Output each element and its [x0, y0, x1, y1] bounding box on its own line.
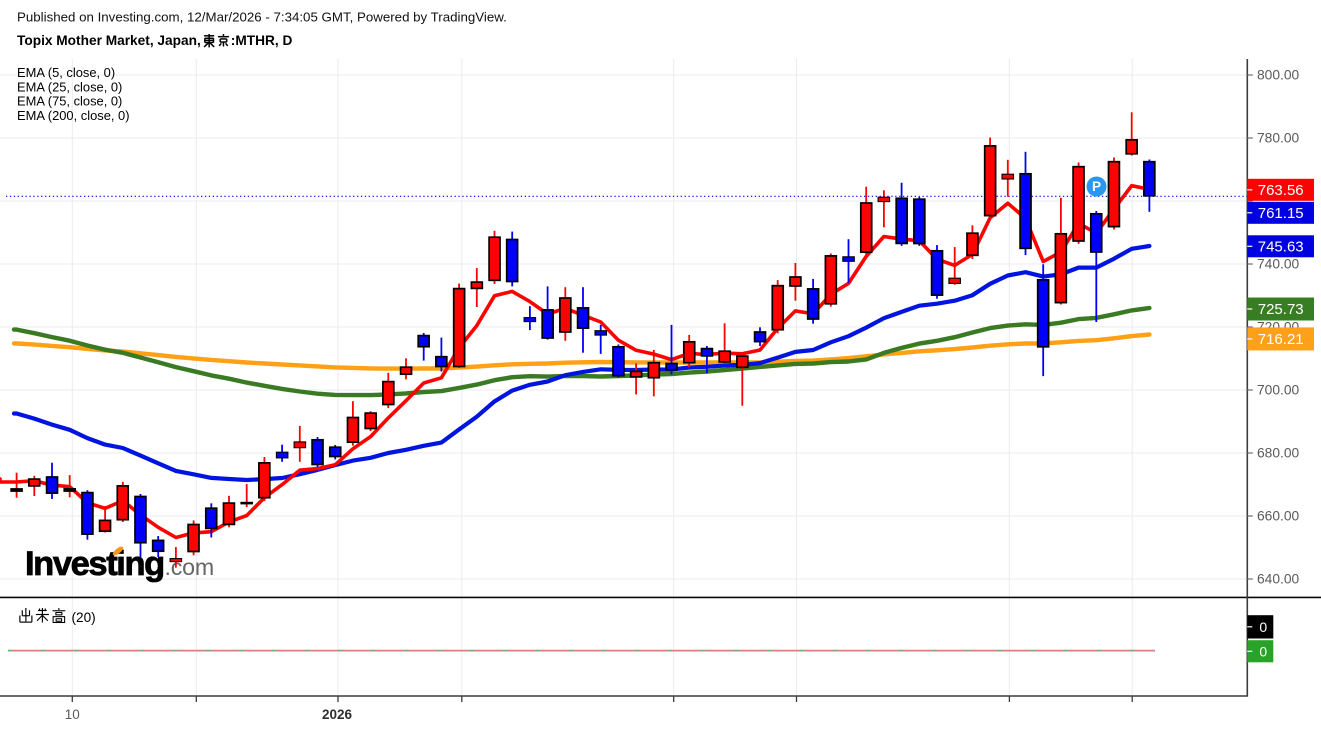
- svg-text:640.00: 640.00: [1257, 572, 1300, 587]
- svg-text:761.15: 761.15: [1258, 205, 1304, 222]
- svg-text:P: P: [1092, 179, 1101, 194]
- svg-text:EMA (5, close, 0): EMA (5, close, 0): [17, 65, 115, 80]
- svg-text:0: 0: [1259, 619, 1267, 635]
- svg-text:745.63: 745.63: [1258, 239, 1304, 256]
- svg-text::MTHR, D: :MTHR, D: [231, 33, 293, 48]
- svg-text:780.00: 780.00: [1257, 131, 1300, 146]
- svg-text:.com: .com: [165, 554, 214, 580]
- svg-text:740.00: 740.00: [1257, 257, 1300, 272]
- svg-text:EMA (75, close, 0): EMA (75, close, 0): [17, 94, 122, 109]
- svg-text:Investing: Investing: [25, 545, 164, 583]
- svg-text:0: 0: [1259, 643, 1267, 659]
- svg-text:680.00: 680.00: [1257, 446, 1300, 461]
- svg-text:Published on Investing.com, 12: Published on Investing.com, 12/Mar/2026 …: [17, 10, 507, 25]
- svg-text:660.00: 660.00: [1257, 509, 1300, 524]
- svg-text:10: 10: [65, 707, 80, 722]
- svg-text:EMA (25, close, 0): EMA (25, close, 0): [17, 79, 122, 94]
- svg-text:2026: 2026: [322, 707, 353, 722]
- svg-text:EMA (200, close, 0): EMA (200, close, 0): [17, 108, 129, 123]
- svg-text:800.00: 800.00: [1257, 68, 1300, 83]
- svg-text:763.56: 763.56: [1258, 182, 1304, 199]
- svg-text:716.21: 716.21: [1258, 331, 1304, 348]
- svg-text:Topix Mother Market, Japan,: Topix Mother Market, Japan,: [17, 33, 201, 48]
- svg-text:725.73: 725.73: [1258, 301, 1304, 318]
- svg-text:(20): (20): [72, 610, 96, 625]
- svg-text:700.00: 700.00: [1257, 383, 1300, 398]
